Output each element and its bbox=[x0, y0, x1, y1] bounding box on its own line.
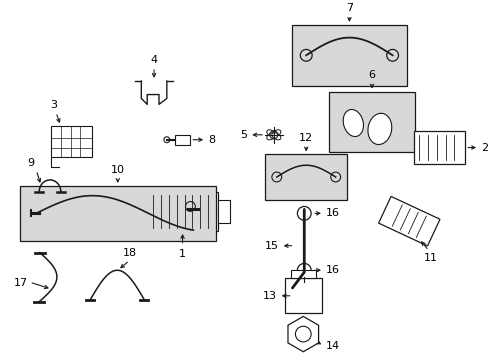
Bar bbox=[174, 135, 190, 145]
Text: 18: 18 bbox=[122, 248, 136, 258]
Bar bbox=[147, 192, 218, 231]
Text: 16: 16 bbox=[325, 208, 339, 218]
Ellipse shape bbox=[367, 113, 391, 144]
Bar bbox=[284, 278, 321, 314]
Text: 13: 13 bbox=[262, 291, 276, 301]
Ellipse shape bbox=[266, 133, 275, 140]
Ellipse shape bbox=[271, 130, 280, 137]
Text: 11: 11 bbox=[423, 253, 437, 262]
Polygon shape bbox=[287, 316, 318, 352]
Bar bbox=[20, 186, 216, 241]
Bar bbox=[264, 154, 347, 199]
Polygon shape bbox=[378, 197, 439, 246]
Text: 9: 9 bbox=[27, 158, 34, 168]
Ellipse shape bbox=[266, 130, 275, 137]
Text: 6: 6 bbox=[368, 70, 375, 80]
Bar bbox=[413, 131, 464, 164]
Ellipse shape bbox=[271, 133, 280, 140]
Text: 12: 12 bbox=[299, 132, 313, 143]
Text: 8: 8 bbox=[207, 135, 215, 145]
Bar bbox=[290, 270, 315, 278]
Bar bbox=[51, 126, 92, 157]
Text: 14: 14 bbox=[325, 341, 339, 351]
Text: 4: 4 bbox=[150, 55, 157, 65]
Text: 5: 5 bbox=[240, 130, 247, 140]
Text: 1: 1 bbox=[179, 249, 185, 259]
Text: 7: 7 bbox=[345, 3, 352, 13]
Bar bbox=[291, 25, 407, 86]
Text: 16: 16 bbox=[325, 265, 339, 275]
Text: 3: 3 bbox=[50, 100, 57, 110]
Text: 10: 10 bbox=[111, 165, 124, 175]
Text: 17: 17 bbox=[14, 278, 28, 288]
Text: 2: 2 bbox=[480, 143, 487, 153]
Text: 15: 15 bbox=[264, 241, 278, 251]
Bar bbox=[328, 91, 414, 153]
Bar bbox=[218, 199, 229, 223]
Ellipse shape bbox=[343, 109, 363, 136]
